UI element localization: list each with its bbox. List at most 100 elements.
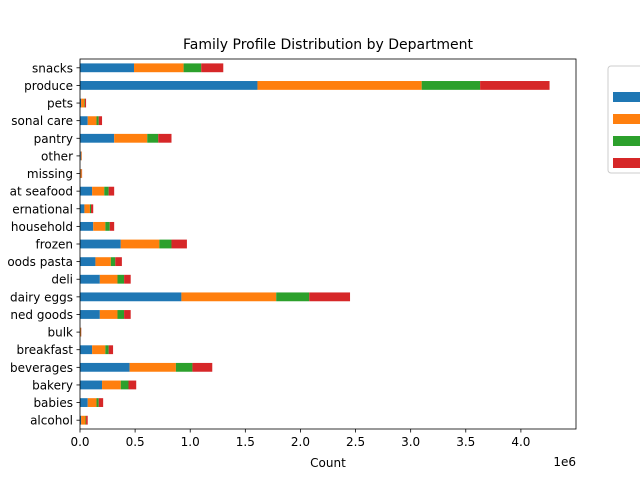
bar-canned-goods-series-4 [124, 310, 131, 319]
bar-bakery-series-1 [80, 380, 103, 390]
bar-personal-care-series-1 [80, 116, 88, 126]
y-tick-label-beverages: beverages [10, 361, 73, 375]
bar-bulk-series-2 [80, 327, 81, 337]
bar-babies-series-4 [98, 398, 104, 407]
plot-frame [79, 58, 577, 430]
bar-personal-care-series-2 [87, 116, 97, 126]
bar-other-series-2 [80, 151, 82, 161]
bar-pantry-series-4 [158, 133, 172, 143]
y-tick-label-missing: missing [27, 167, 73, 181]
legend [607, 65, 640, 174]
bar-snacks-series-2 [134, 63, 184, 73]
y-tick-label-bakery: bakery [32, 378, 73, 392]
y-axis: alcohol babies bakery beverages breakfast bul… [7, 61, 80, 428]
bar-beverages-series-3 [175, 362, 193, 372]
x-axis-label: Count [310, 456, 346, 470]
y-tick-label-personal-care: sonal care [11, 114, 73, 128]
bar-deli-series-4 [124, 274, 131, 284]
bar-frozen-series-3 [159, 239, 172, 249]
x-axis: 0.0 0.5 1.0 1.5 2.0 2.5 3.0 3.5 4.0 [70, 429, 530, 449]
bar-pets-series-2 [81, 98, 85, 108]
legend-swatch-series-1 [613, 92, 640, 102]
y-tick-label-breakfast: breakfast [16, 343, 73, 357]
bar-babies-series-1 [80, 398, 88, 407]
bar-alcohol-series-1 [80, 415, 82, 425]
bar-deli-series-1 [80, 274, 100, 284]
bar-international-series-2 [84, 204, 90, 214]
bar-deli-series-3 [117, 274, 125, 284]
bar-dry-goods-pasta-series-3 [110, 257, 116, 267]
bar-breakfast-series-4 [108, 345, 114, 355]
bar-dairy-eggs-series-3 [276, 292, 310, 302]
bar-frozen-series-4 [171, 239, 187, 249]
bar-dairy-eggs-series-4 [309, 292, 351, 302]
bar-pantry-series-1 [80, 133, 115, 143]
bar-dry-goods-pasta-series-1 [80, 257, 96, 267]
y-tick-label-meat-seafood: at seafood [10, 185, 73, 199]
bar-frozen-series-2 [120, 239, 160, 249]
chart-title: Family Profile Distribution by Departmen… [183, 37, 473, 53]
bar-alcohol-series-3 [85, 415, 87, 425]
bars-layer [80, 63, 550, 425]
bar-dry-goods-pasta-series-2 [95, 257, 111, 267]
bar-produce-series-3 [421, 81, 481, 90]
x-axis-offset-label: 1e6 [553, 455, 576, 469]
y-tick-label-dry-goods-pasta: oods pasta [7, 255, 73, 269]
y-tick-label-babies: babies [33, 396, 73, 410]
bar-dry-goods-pasta-series-4 [115, 257, 122, 267]
y-tick-label-dairy-eggs: dairy eggs [10, 290, 73, 304]
bar-beverages-series-4 [192, 362, 213, 372]
y-tick-label-pets: pets [47, 97, 73, 111]
bar-bakery-series-3 [120, 380, 129, 390]
y-tick-label-household: household [11, 220, 73, 234]
bar-missing-series-2 [80, 169, 82, 178]
y-tick-label-frozen: frozen [35, 238, 73, 252]
bar-breakfast-series-2 [92, 345, 106, 355]
bar-pets-series-4 [84, 98, 87, 108]
legend-swatch-series-2 [613, 114, 640, 124]
bar-household-series-1 [80, 221, 94, 231]
x-tick-label: 4.0 [511, 435, 530, 449]
bar-personal-care-series-4 [98, 116, 103, 126]
bar-snacks-series-4 [201, 63, 224, 73]
bar-snacks-series-1 [80, 63, 135, 73]
bar-beverages-series-2 [129, 362, 176, 372]
bar-frozen-series-1 [80, 239, 121, 249]
legend-swatch-series-4 [613, 158, 640, 168]
y-tick-label-international: ernational [12, 202, 73, 216]
y-tick-label-canned-goods: ned goods [10, 308, 73, 322]
bar-international-series-4 [91, 204, 94, 214]
bar-canned-goods-series-1 [80, 310, 100, 319]
bar-canned-goods-series-3 [117, 310, 125, 319]
bar-pantry-series-3 [147, 133, 159, 143]
x-tick-label: 2.0 [291, 435, 310, 449]
x-tick-label: 0.5 [126, 435, 145, 449]
y-tick-label-pantry: pantry [34, 132, 73, 146]
bar-snacks-series-3 [183, 63, 202, 73]
y-tick-label-snacks: snacks [32, 61, 73, 75]
bar-international-series-3 [89, 204, 92, 214]
y-tick-label-deli: deli [51, 273, 73, 287]
bar-dairy-eggs-series-2 [181, 292, 277, 302]
bar-meat-seafood-series-4 [108, 186, 115, 196]
x-tick-label: 0.0 [70, 435, 89, 449]
bar-bakery-series-4 [128, 380, 137, 390]
bar-pets-series-3 [84, 98, 85, 108]
bar-deli-series-2 [99, 274, 118, 284]
bar-canned-goods-series-2 [99, 310, 118, 319]
bar-pantry-series-2 [114, 133, 148, 143]
bar-household-series-2 [93, 221, 106, 231]
bar-pets-series-1 [80, 98, 82, 108]
bar-meat-seafood-series-3 [104, 186, 109, 196]
y-tick-label-produce: produce [24, 79, 73, 93]
bar-household-series-3 [105, 221, 110, 231]
bar-produce-series-1 [80, 81, 258, 90]
x-tick-label: 2.5 [346, 435, 365, 449]
bar-alcohol-series-4 [86, 415, 88, 425]
bar-produce-series-4 [480, 81, 550, 90]
bar-breakfast-series-1 [80, 345, 93, 355]
bar-personal-care-series-3 [96, 116, 99, 126]
bar-beverages-series-1 [80, 362, 130, 372]
bar-international-series-1 [80, 204, 85, 214]
x-tick-label: 3.0 [401, 435, 420, 449]
